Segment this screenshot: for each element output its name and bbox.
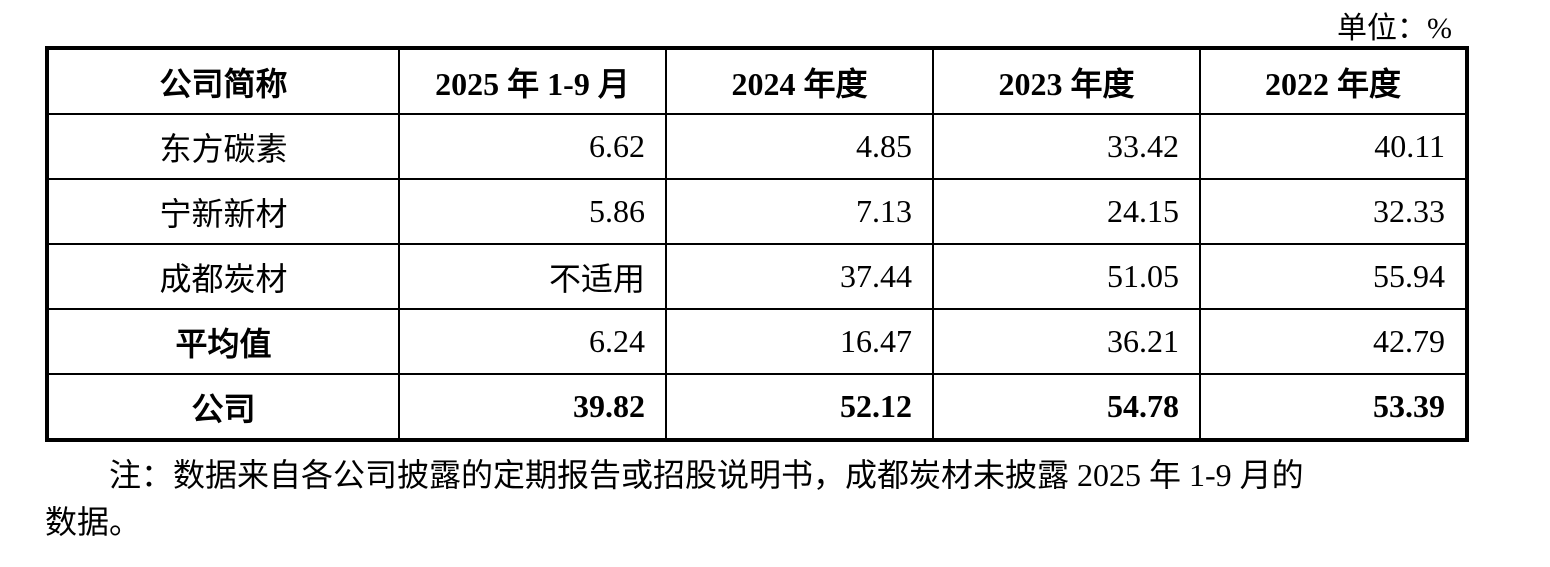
- row-label: 宁新新材: [46, 178, 400, 245]
- cell-value: 5.86: [398, 178, 667, 245]
- cell-value: 6.24: [398, 308, 667, 375]
- cell-value: 37.44: [665, 243, 934, 310]
- cell-value: 53.39: [1199, 373, 1468, 441]
- table-row: 宁新新材 5.86 7.13 24.15 32.33: [46, 178, 1468, 245]
- cell-value: 42.79: [1199, 308, 1468, 375]
- header-2023: 2023 年度: [932, 47, 1201, 115]
- footnote-line-2: 数据。: [45, 504, 142, 540]
- cell-value: 不适用: [398, 243, 667, 310]
- cell-value: 32.33: [1199, 178, 1468, 245]
- footnote: 注：数据来自各公司披露的定期报告或招股说明书，成都炭材未披露 2025 年 1-…: [45, 452, 1475, 546]
- header-2022: 2022 年度: [1199, 47, 1468, 115]
- comparison-table: 公司简称 2025 年 1-9 月 2024 年度 2023 年度 2022 年…: [45, 46, 1469, 442]
- header-company-abbr: 公司简称: [46, 47, 400, 115]
- cell-value: 52.12: [665, 373, 934, 441]
- cell-value: 24.15: [932, 178, 1201, 245]
- footnote-line-1: 注：数据来自各公司披露的定期报告或招股说明书，成都炭材未披露 2025 年 1-…: [109, 457, 1304, 493]
- cell-value: 54.78: [932, 373, 1201, 441]
- table-row: 东方碳素 6.62 4.85 33.42 40.11: [46, 113, 1468, 180]
- row-label: 成都炭材: [46, 243, 400, 310]
- cell-value: 36.21: [932, 308, 1201, 375]
- header-2025-1-9: 2025 年 1-9 月: [398, 47, 667, 115]
- row-label: 平均值: [46, 308, 400, 375]
- table-row: 成都炭材 不适用 37.44 51.05 55.94: [46, 243, 1468, 310]
- table-row-average: 平均值 6.24 16.47 36.21 42.79: [46, 308, 1468, 375]
- cell-value: 40.11: [1199, 113, 1468, 180]
- cell-value: 39.82: [398, 373, 667, 441]
- unit-label: 单位：%: [1337, 12, 1452, 45]
- cell-value: 6.62: [398, 113, 667, 180]
- cell-value: 33.42: [932, 113, 1201, 180]
- table-row-company: 公司 39.82 52.12 54.78 53.39: [46, 373, 1468, 441]
- cell-value: 4.85: [665, 113, 934, 180]
- row-label: 公司: [46, 373, 400, 441]
- cell-value: 16.47: [665, 308, 934, 375]
- row-label: 东方碳素: [46, 113, 400, 180]
- cell-value: 55.94: [1199, 243, 1468, 310]
- cell-value: 7.13: [665, 178, 934, 245]
- header-2024: 2024 年度: [665, 47, 934, 115]
- table-header-row: 公司简称 2025 年 1-9 月 2024 年度 2023 年度 2022 年…: [46, 47, 1468, 115]
- cell-value: 51.05: [932, 243, 1201, 310]
